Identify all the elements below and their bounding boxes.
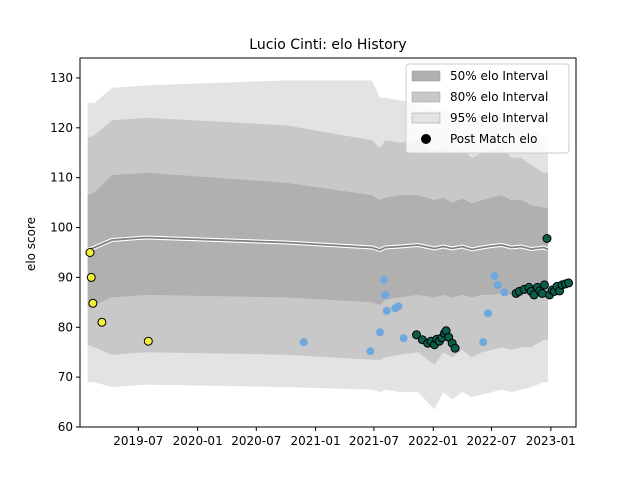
data-point [381, 290, 390, 299]
plot-frame [79, 57, 577, 428]
x-tick-label: 2020-01 [173, 434, 223, 448]
y-tick-label: 60 [58, 420, 73, 434]
legend-label: 95% elo Interval [450, 111, 548, 125]
legend-label: Post Match elo [450, 132, 537, 146]
data-point [399, 334, 408, 343]
data-point [500, 288, 509, 297]
legend-marker [421, 134, 431, 144]
data-point [479, 338, 488, 347]
axes: 60 70 80 90 100 110 120 130 2019-07 2020-01 2020-0… [50, 57, 577, 448]
data-point [539, 280, 549, 290]
y-tick-label: 100 [50, 221, 73, 235]
data-point [412, 330, 421, 340]
data-point [376, 328, 384, 337]
legend-label: 50% elo Interval [450, 69, 548, 83]
data-point [382, 306, 391, 315]
data-point [97, 317, 107, 327]
y-tick-label: 70 [58, 370, 73, 384]
x-tick-label: 2019-07 [113, 434, 163, 448]
data-point [143, 336, 153, 346]
y-tick-label: 120 [50, 121, 73, 135]
mean-line [87, 236, 549, 251]
mean-elo-line [87, 235, 549, 253]
legend-box [405, 63, 570, 154]
series-late [412, 234, 574, 353]
data-point [537, 288, 547, 298]
y-tick-label: 80 [58, 320, 73, 334]
data-point [542, 234, 552, 243]
data-point [85, 248, 95, 257]
y-tick-label: 130 [50, 71, 73, 85]
legend: 50% elo Interval 80% elo Interval 95% elo … [405, 63, 570, 154]
x-tick-label: 2023-01 [526, 434, 576, 448]
x-tick-label: 2022-01 [408, 434, 458, 448]
x-tick-label: 2021-01 [291, 434, 341, 448]
legend-swatch [411, 70, 441, 82]
data-point [564, 278, 574, 288]
series-early [85, 248, 153, 346]
data-point [490, 271, 499, 280]
legend-swatch [411, 112, 441, 124]
legend-label: 80% elo Interval [450, 90, 548, 104]
chart-title: Lucio Cinti: elo History [249, 37, 406, 53]
data-point [366, 347, 375, 356]
y-tick-label: 90 [58, 270, 73, 284]
y-tick-label: 110 [50, 171, 73, 185]
data-point [493, 280, 502, 289]
legend-swatch [411, 91, 441, 103]
data-point [299, 338, 308, 347]
data-point [394, 302, 403, 311]
x-tick-label: 2022-07 [466, 434, 516, 448]
data-point [86, 272, 96, 282]
x-tick-label: 2021-07 [349, 434, 399, 448]
y-axis-label: elo score [24, 217, 38, 271]
x-tick-label: 2020-07 [231, 434, 281, 448]
data-point [450, 343, 460, 353]
data-point [484, 309, 492, 318]
data-point [379, 275, 388, 284]
band-50 [87, 172, 548, 308]
data-point [88, 298, 98, 308]
post-match-points [85, 234, 574, 356]
series-middle [299, 271, 509, 356]
